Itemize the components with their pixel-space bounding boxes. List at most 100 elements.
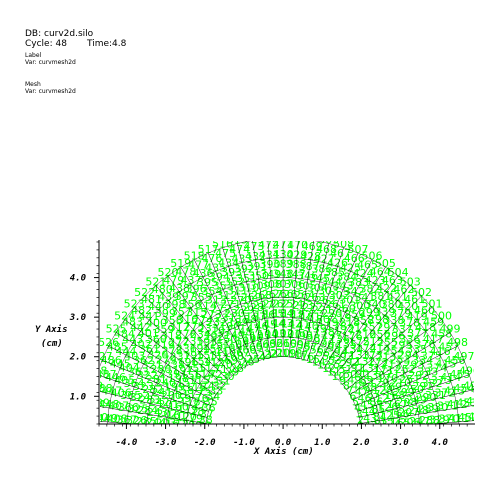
mesh-node-label: 149 bbox=[224, 329, 245, 342]
x-tick-label: 4.0 bbox=[432, 438, 449, 448]
mesh-node-label: 28 bbox=[230, 362, 244, 375]
mesh-node-label: 178 bbox=[326, 320, 347, 333]
mesh-node-label: 188 bbox=[236, 313, 257, 326]
mesh-node-label: 286 bbox=[136, 426, 157, 439]
mesh-node-label: 387 bbox=[299, 260, 320, 273]
mesh-node-label: 230 bbox=[224, 307, 245, 320]
mesh-node-label: 174 bbox=[356, 342, 377, 355]
mesh-node-label: 314 bbox=[196, 299, 217, 312]
mesh-node-label: 15 bbox=[306, 353, 320, 366]
mesh-node-label: 139 bbox=[306, 322, 327, 335]
mesh-node-label: 305 bbox=[296, 279, 317, 292]
mesh-line-layer bbox=[100, 241, 474, 424]
mesh-node-label: 140 bbox=[298, 320, 319, 333]
mesh-node-label: 232 bbox=[206, 316, 227, 329]
mesh-node-label: 416 bbox=[430, 345, 451, 358]
mesh-node-label: 432 bbox=[245, 250, 266, 263]
mesh-node-label: 284 bbox=[137, 404, 158, 417]
mesh-node-label: 459 bbox=[423, 315, 444, 328]
mesh-node-label: 82 bbox=[374, 426, 388, 439]
mesh-node-label: 329 bbox=[429, 413, 450, 426]
mesh-node-label: 252 bbox=[395, 363, 416, 376]
mesh-node-label: 138 bbox=[314, 325, 335, 338]
mesh-node-label: 298 bbox=[368, 313, 389, 326]
mesh-node-label: 512 bbox=[273, 228, 294, 241]
mesh-node-label: 290 bbox=[415, 391, 436, 404]
mesh-node-label: 240 bbox=[155, 377, 176, 390]
mesh-node-label: 72 bbox=[209, 368, 223, 381]
mesh-node-label: 359 bbox=[153, 323, 174, 336]
mesh-node-label: 243 bbox=[147, 406, 168, 419]
mesh-node-label: 408 bbox=[107, 413, 128, 426]
mesh-node-label: 171 bbox=[373, 364, 394, 377]
mesh-node-label: 499 bbox=[440, 322, 461, 335]
database-name: DB: curv2d.silo bbox=[25, 29, 94, 39]
mesh-node-label: 49 bbox=[347, 374, 361, 387]
mesh-node-label: 404 bbox=[119, 362, 140, 375]
mesh-arc-line bbox=[205, 356, 361, 424]
mesh-node-label: 134 bbox=[343, 343, 364, 356]
mesh-node-label: 98 bbox=[306, 332, 320, 345]
mesh-node-label: 283 bbox=[139, 394, 160, 407]
mesh-node-label: 186 bbox=[254, 309, 275, 322]
mesh-node-label: 455 bbox=[450, 368, 471, 381]
mesh-node-label: 529 bbox=[82, 380, 103, 393]
mesh-node-label: 485 bbox=[107, 341, 128, 354]
mesh-node-label: 414 bbox=[440, 371, 461, 384]
mesh-node-label: 380 bbox=[381, 298, 402, 311]
mesh-node-label: 462 bbox=[393, 283, 414, 296]
mesh-node-label: 426 bbox=[327, 257, 348, 270]
mesh-node-label: 125 bbox=[379, 409, 400, 422]
mesh-node-label: 237 bbox=[170, 350, 191, 363]
mesh-node-label: 213 bbox=[376, 350, 397, 363]
mesh-node-label: 135 bbox=[336, 338, 357, 351]
mesh-node-label: 299 bbox=[359, 306, 380, 319]
mesh-node-label: 458 bbox=[431, 328, 452, 341]
mesh-arc-line bbox=[126, 277, 440, 424]
mesh-node-label: 440 bbox=[148, 300, 169, 313]
mesh-node-label: 16 bbox=[300, 351, 314, 364]
mesh-node-label: 47 bbox=[355, 385, 369, 398]
mesh-node-label: 255 bbox=[377, 336, 398, 349]
mesh-node-label: 74 bbox=[201, 379, 215, 392]
mesh-node-label: 351 bbox=[236, 272, 257, 285]
mesh-node-label: 446 bbox=[105, 371, 126, 384]
mesh-node-label: 5 bbox=[352, 396, 359, 409]
mesh-node-label: 38 bbox=[199, 413, 213, 426]
mesh-node-label: 526 bbox=[98, 336, 119, 349]
mesh-node-label: 279 bbox=[156, 354, 177, 367]
mesh-node-label: 355 bbox=[191, 291, 212, 304]
x-tick-label: 1.0 bbox=[314, 438, 331, 448]
mesh-node-label: 217 bbox=[347, 322, 368, 335]
mesh-node-label: 322 bbox=[137, 369, 158, 382]
mesh-node-label: 281 bbox=[146, 373, 167, 386]
mesh-node-label: 392 bbox=[234, 262, 255, 275]
mesh-node-label: 33 bbox=[209, 385, 223, 398]
mesh-node-label: 201 bbox=[158, 398, 179, 411]
mesh-arc-line bbox=[185, 336, 381, 424]
mesh-node-label: 419 bbox=[407, 310, 428, 323]
mesh-node-label: 327 bbox=[126, 426, 147, 439]
mesh-node-label: 238 bbox=[164, 359, 185, 372]
mesh-node-label: 457 bbox=[438, 341, 459, 354]
mesh-node-label: 409 bbox=[106, 426, 127, 439]
mesh-node-label: 248 bbox=[408, 404, 429, 417]
mesh-node-label: 366 bbox=[118, 401, 139, 414]
mesh-node-label: 136 bbox=[329, 333, 350, 346]
mesh-node-label: 42 bbox=[364, 419, 378, 432]
mesh-node-label: 489 bbox=[89, 396, 110, 409]
mesh-node-label: 313 bbox=[206, 294, 227, 307]
mesh-node-label: 64 bbox=[256, 339, 270, 352]
mesh-node-label: 229 bbox=[233, 304, 254, 317]
mesh-node-label: 146 bbox=[247, 320, 268, 333]
y-tick-label: 1.0 bbox=[70, 392, 87, 402]
mesh-node-label: 524 bbox=[114, 310, 135, 323]
mesh-node-label: 522 bbox=[134, 286, 155, 299]
mesh-node-label: 141 bbox=[289, 318, 310, 331]
mesh-node-label: 45 bbox=[360, 398, 374, 411]
mesh-node-label: 73 bbox=[205, 374, 219, 387]
mesh-node-label: 259 bbox=[344, 308, 365, 321]
mesh-node-label: 468 bbox=[316, 243, 337, 256]
mesh-node-label: 390 bbox=[260, 258, 281, 271]
mesh-node-label: 346 bbox=[297, 270, 318, 283]
